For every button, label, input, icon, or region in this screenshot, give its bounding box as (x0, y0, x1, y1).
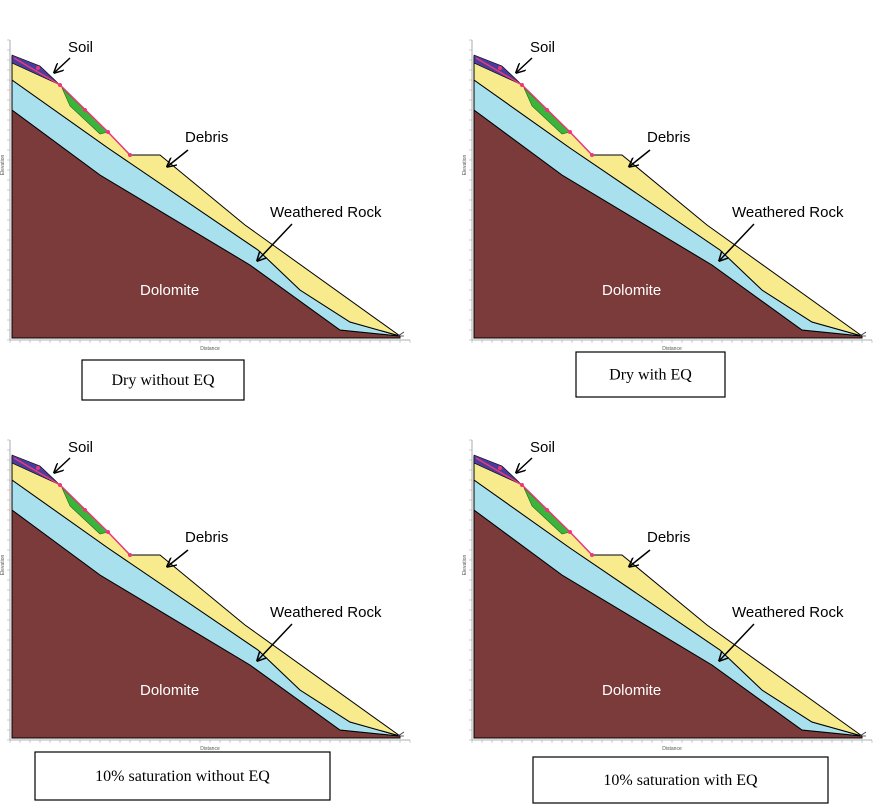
slope-panel: Elevation Distance Soil Debris Weathered Roc… (462, 439, 872, 752)
arrow (517, 58, 532, 72)
arrow (168, 550, 188, 566)
debris-label: Debris (185, 529, 228, 546)
y-axis-title: Elevation (462, 155, 468, 176)
soil-label: Soil (68, 39, 93, 56)
slope-panel: Elevation Distance Soil Debris Weathered Roc… (462, 39, 872, 352)
dolomite-label: Dolomite (602, 282, 661, 299)
weathered-rock-label: Weathered Rock (732, 604, 844, 621)
debris-label: Debris (185, 129, 228, 146)
debris-label: Debris (647, 529, 690, 546)
dolomite-label: Dolomite (140, 682, 199, 699)
surface-point (128, 153, 132, 157)
surface-point (545, 108, 549, 112)
surface-point (498, 66, 502, 70)
surface-point (520, 83, 524, 87)
y-axis-title: Elevation (0, 155, 6, 176)
surface-point (545, 508, 549, 512)
caption: 10% saturation with EQ (603, 772, 758, 789)
soil-label: Soil (530, 39, 555, 56)
caption: Dry without EQ (111, 372, 215, 389)
arrow (517, 458, 532, 472)
slope-panel: Elevation Distance Soil Debris Weathered Roc… (0, 439, 410, 752)
dolomite-label: Dolomite (140, 282, 199, 299)
surface-point (58, 83, 62, 87)
dolomite-label: Dolomite (602, 682, 661, 699)
surface-point (36, 66, 40, 70)
slope-panel: Elevation Distance Soil Debris Weathered Roc… (0, 39, 410, 352)
surface-point (498, 466, 502, 470)
surface-point (36, 466, 40, 470)
end-mark (398, 332, 404, 336)
arrow (630, 150, 650, 166)
arrow (168, 150, 188, 166)
end-mark (398, 732, 404, 736)
surface-point (590, 153, 594, 157)
y-axis-title: Elevation (462, 555, 468, 576)
surface-point (83, 108, 87, 112)
surface-point (568, 130, 572, 134)
debris-label: Debris (647, 129, 690, 146)
surface-point (590, 553, 594, 557)
x-axis-title: Distance (200, 346, 220, 352)
surface-point (520, 483, 524, 487)
x-axis-title: Distance (662, 746, 682, 752)
weathered-rock-label: Weathered Rock (732, 204, 844, 221)
soil-label: Soil (68, 439, 93, 456)
end-mark (860, 332, 866, 336)
surface-point (83, 508, 87, 512)
x-axis-title: Distance (662, 346, 682, 352)
soil-label: Soil (530, 439, 555, 456)
surface-point (106, 130, 110, 134)
surface-point (128, 553, 132, 557)
weathered-rock-label: Weathered Rock (270, 204, 382, 221)
weathered-rock-label: Weathered Rock (270, 604, 382, 621)
surface-point (58, 483, 62, 487)
x-axis-title: Distance (200, 746, 220, 752)
caption: 10% saturation without EQ (95, 768, 270, 785)
y-axis-title: Elevation (0, 555, 6, 576)
surface-point (568, 530, 572, 534)
arrow (55, 58, 70, 72)
arrow (630, 550, 650, 566)
figure: Elevation Distance Soil Debris Weathered Roc… (0, 0, 877, 807)
end-mark (860, 732, 866, 736)
arrow (55, 458, 70, 472)
caption: Dry with EQ (609, 367, 692, 384)
surface-point (106, 530, 110, 534)
